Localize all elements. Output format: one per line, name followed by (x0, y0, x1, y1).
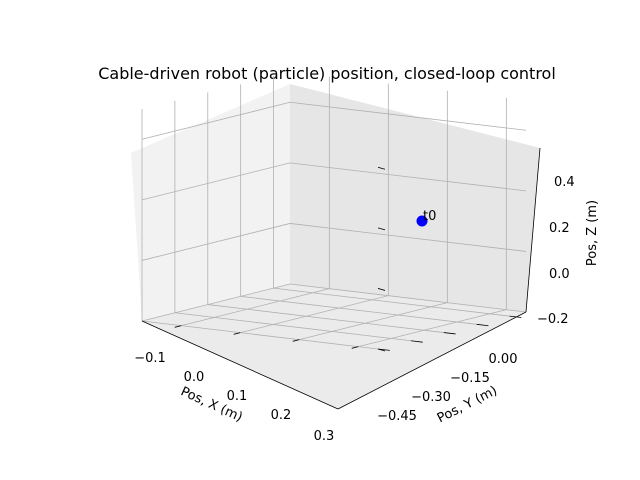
y-gridline (181, 288, 330, 327)
y-gridline (358, 309, 507, 348)
x-tick-label: 0.2 (271, 408, 292, 423)
z-tick-label: −0.2 (537, 312, 569, 327)
x-tick (476, 323, 489, 327)
z-gridline (289, 283, 527, 313)
y-tick-label: −0.45 (377, 409, 417, 424)
z-gridline (141, 101, 291, 140)
y-tick (351, 346, 359, 349)
x-axis-line (141, 320, 339, 410)
chart-title: Cable-driven robot (particle) position, … (98, 64, 556, 83)
z-tick-label: 0.2 (549, 221, 570, 236)
z-gridline (289, 101, 527, 131)
z-gridline (289, 162, 527, 192)
y-tick (233, 332, 241, 335)
z-tick (377, 227, 386, 231)
floor-pane (142, 284, 526, 409)
z-tick (377, 288, 386, 291)
x-tick (443, 332, 456, 335)
z-tick (377, 348, 386, 352)
x-tick-label: 0.1 (227, 389, 248, 404)
y-tick-label: −0.15 (450, 371, 490, 386)
y-tick-label: 0.00 (489, 352, 518, 367)
y-tick (292, 339, 300, 342)
point-label: t0 (423, 209, 436, 224)
x-tick (410, 340, 423, 343)
x-tick-label: 0.0 (184, 370, 205, 385)
z-axis-line (525, 147, 541, 313)
z-gridline (141, 162, 291, 201)
z-gridline (289, 223, 527, 252)
right-pane (290, 84, 540, 312)
y-axis-line (337, 311, 527, 410)
y-tick-label: −0.30 (411, 390, 451, 405)
z-axis-label: Pos, Z (m) (585, 200, 600, 266)
data-point (416, 215, 428, 227)
y-gridline (240, 295, 389, 334)
ticks (174, 166, 522, 352)
gridlines (141, 76, 527, 350)
z-gridline (141, 223, 291, 261)
z-tick-label: 0.0 (549, 267, 570, 282)
left-pane (131, 84, 290, 321)
y-tick (174, 325, 182, 328)
x-tick (509, 315, 522, 318)
z-tick-label: 0.4 (554, 175, 575, 190)
y-gridline (299, 302, 448, 341)
x-tick-label: 0.3 (314, 429, 335, 444)
z-tick (377, 166, 386, 170)
x-tick-label: −0.1 (134, 351, 166, 366)
z-gridline (141, 283, 291, 322)
data-marks: t0 (416, 209, 436, 227)
